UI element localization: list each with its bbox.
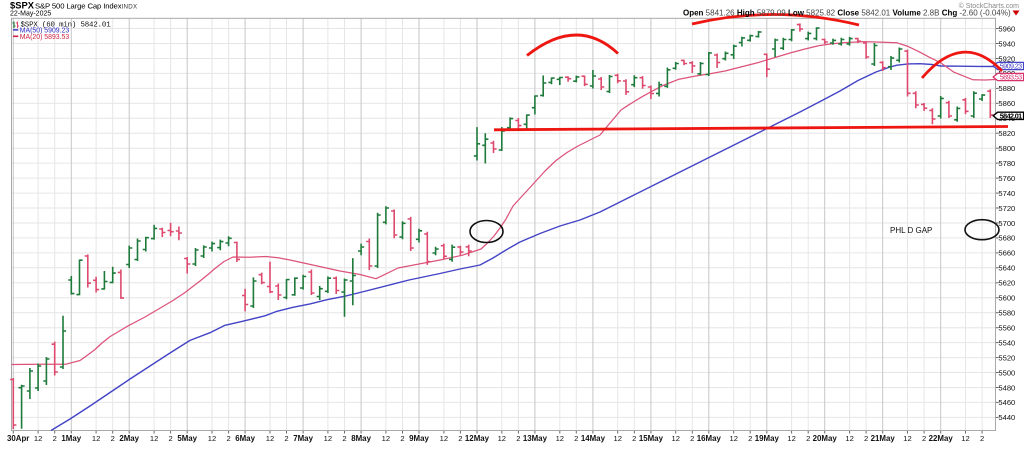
svg-text:8May: 8May bbox=[351, 434, 371, 443]
svg-text:5760: 5760 bbox=[998, 174, 1015, 183]
svg-text:12: 12 bbox=[729, 434, 737, 443]
svg-text:5480: 5480 bbox=[998, 383, 1015, 392]
svg-text:5720: 5720 bbox=[998, 204, 1015, 213]
svg-text:12: 12 bbox=[208, 434, 216, 443]
svg-text:12: 12 bbox=[903, 434, 911, 443]
svg-text:6May: 6May bbox=[235, 434, 255, 443]
svg-text:© StockCharts.com: © StockCharts.com bbox=[959, 2, 1020, 10]
svg-text:2: 2 bbox=[806, 434, 810, 443]
svg-text:5620: 5620 bbox=[998, 279, 1015, 288]
svg-text:2: 2 bbox=[748, 434, 752, 443]
svg-text:12: 12 bbox=[961, 434, 969, 443]
svg-text:5893.53: 5893.53 bbox=[1000, 73, 1022, 82]
svg-text:2: 2 bbox=[574, 434, 578, 443]
svg-text:21May: 21May bbox=[871, 434, 896, 443]
svg-text:15May: 15May bbox=[639, 434, 664, 443]
svg-text:5909.23: 5909.23 bbox=[1000, 62, 1022, 71]
svg-text:PHL D GAP: PHL D GAP bbox=[890, 226, 932, 235]
svg-text:12: 12 bbox=[34, 434, 42, 443]
svg-text:5680: 5680 bbox=[998, 234, 1015, 243]
svg-text:S&P 500 Large Cap Index: S&P 500 Large Cap Index bbox=[35, 2, 122, 11]
svg-text:2: 2 bbox=[458, 434, 462, 443]
svg-text:5500: 5500 bbox=[998, 368, 1015, 377]
svg-text:2: 2 bbox=[284, 434, 288, 443]
svg-text:9May: 9May bbox=[409, 434, 429, 443]
svg-text:2: 2 bbox=[53, 434, 57, 443]
svg-text:MA(50) 5909.23: MA(50) 5909.23 bbox=[20, 27, 70, 34]
svg-text:12: 12 bbox=[498, 434, 506, 443]
svg-text:19May: 19May bbox=[755, 434, 780, 443]
svg-text:2: 2 bbox=[168, 434, 172, 443]
svg-text:5880: 5880 bbox=[998, 84, 1015, 93]
svg-text:2: 2 bbox=[864, 434, 868, 443]
svg-text:5940: 5940 bbox=[998, 39, 1015, 48]
svg-text:2: 2 bbox=[342, 434, 346, 443]
svg-text:5540: 5540 bbox=[998, 338, 1015, 347]
svg-text:5800: 5800 bbox=[998, 144, 1015, 153]
svg-text:1May: 1May bbox=[61, 434, 81, 443]
svg-text:5460: 5460 bbox=[998, 398, 1015, 407]
svg-text:2: 2 bbox=[111, 434, 115, 443]
svg-text:22-May-2025: 22-May-2025 bbox=[10, 11, 51, 18]
svg-text:5660: 5660 bbox=[998, 249, 1015, 258]
svg-text:$SPX (60 min) 5842.01: $SPX (60 min) 5842.01 bbox=[21, 21, 112, 29]
svg-text:5960: 5960 bbox=[998, 24, 1015, 33]
svg-text:5440: 5440 bbox=[998, 413, 1015, 422]
svg-text:12: 12 bbox=[787, 434, 795, 443]
svg-text:20May: 20May bbox=[813, 434, 838, 443]
svg-text:12: 12 bbox=[671, 434, 679, 443]
svg-text:2: 2 bbox=[400, 434, 404, 443]
svg-text:13May: 13May bbox=[523, 434, 548, 443]
svg-text:5860: 5860 bbox=[998, 99, 1015, 108]
svg-text:14May: 14May bbox=[581, 434, 606, 443]
svg-text:5780: 5780 bbox=[998, 159, 1015, 168]
svg-text:5740: 5740 bbox=[998, 189, 1015, 198]
svg-text:$SPX: $SPX bbox=[10, 0, 35, 11]
svg-text:2: 2 bbox=[690, 434, 694, 443]
svg-text:5920: 5920 bbox=[998, 54, 1015, 63]
svg-text:5640: 5640 bbox=[998, 264, 1015, 273]
svg-text:12: 12 bbox=[440, 434, 448, 443]
svg-text:MA(20) 5893.53: MA(20) 5893.53 bbox=[20, 34, 70, 41]
svg-text:12: 12 bbox=[92, 434, 100, 443]
svg-text:2: 2 bbox=[922, 434, 926, 443]
svg-text:16May: 16May bbox=[697, 434, 722, 443]
svg-text:12May: 12May bbox=[465, 434, 490, 443]
svg-text:2: 2 bbox=[980, 434, 984, 443]
svg-text:5820: 5820 bbox=[998, 129, 1015, 138]
svg-text:5May: 5May bbox=[177, 434, 197, 443]
svg-text:12: 12 bbox=[150, 434, 158, 443]
svg-text:2: 2 bbox=[516, 434, 520, 443]
svg-text:5842.01: 5842.01 bbox=[1000, 111, 1022, 120]
svg-text:12: 12 bbox=[382, 434, 390, 443]
svg-text:Open 5841.26 High 5879.09 Lo: Open 5841.26 High 5879.09 Low 5825.82 Cl… bbox=[683, 8, 1011, 17]
svg-text:5600: 5600 bbox=[998, 294, 1015, 303]
svg-text:5560: 5560 bbox=[998, 324, 1015, 333]
svg-text:2: 2 bbox=[632, 434, 636, 443]
svg-text:INDX: INDX bbox=[122, 3, 138, 10]
svg-text:5700: 5700 bbox=[998, 219, 1015, 228]
svg-text:12: 12 bbox=[613, 434, 621, 443]
svg-text:12: 12 bbox=[845, 434, 853, 443]
svg-text:2: 2 bbox=[226, 434, 230, 443]
svg-text:7May: 7May bbox=[293, 434, 313, 443]
svg-text:12: 12 bbox=[266, 434, 274, 443]
svg-text:12: 12 bbox=[324, 434, 332, 443]
svg-text:22May: 22May bbox=[929, 434, 954, 443]
svg-text:12: 12 bbox=[556, 434, 564, 443]
svg-text:30Apr: 30Apr bbox=[7, 434, 29, 443]
svg-text:2May: 2May bbox=[119, 434, 139, 443]
svg-text:5580: 5580 bbox=[998, 309, 1015, 318]
svg-text:5520: 5520 bbox=[998, 353, 1015, 362]
